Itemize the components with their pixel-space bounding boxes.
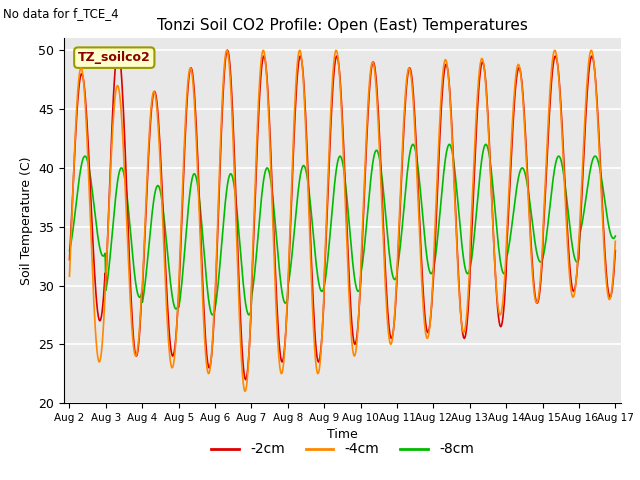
Title: Tonzi Soil CO2 Profile: Open (East) Temperatures: Tonzi Soil CO2 Profile: Open (East) Temp… — [157, 18, 528, 33]
Text: No data for f_TCE_4: No data for f_TCE_4 — [3, 7, 119, 20]
Legend: -2cm, -4cm, -8cm: -2cm, -4cm, -8cm — [205, 437, 479, 462]
Y-axis label: Soil Temperature (C): Soil Temperature (C) — [20, 156, 33, 285]
X-axis label: Time: Time — [327, 429, 358, 442]
Text: TZ_soilco2: TZ_soilco2 — [78, 51, 150, 64]
